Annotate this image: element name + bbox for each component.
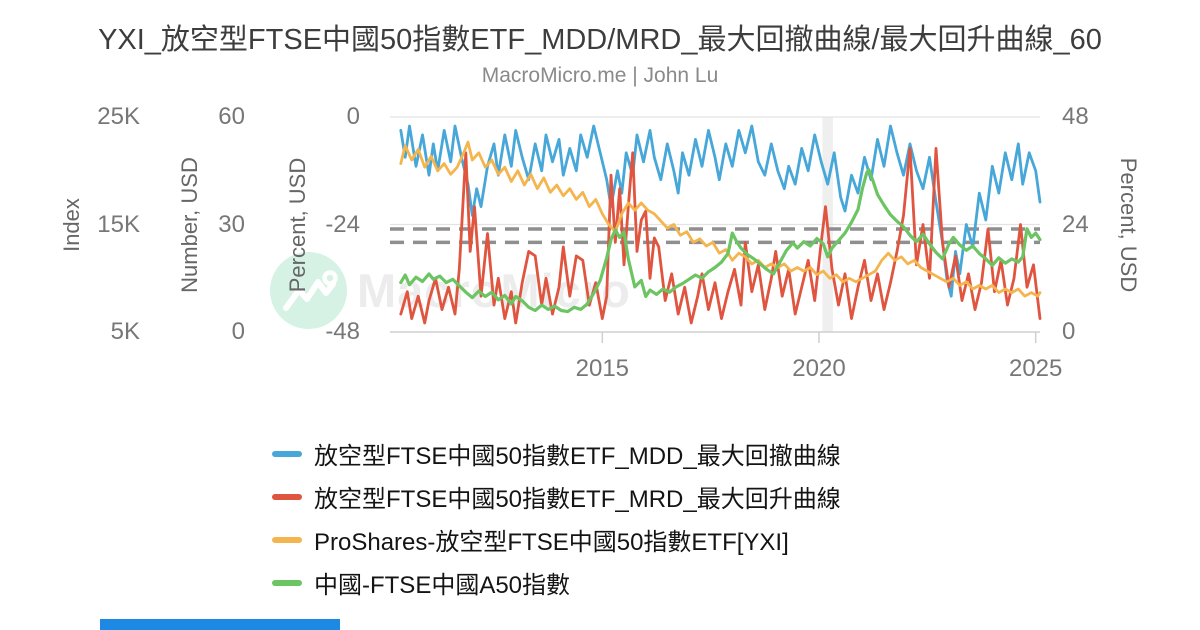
legend-item-yxi[interactable]: ProShares-放空型FTSE中國50指數ETF[YXI] [272,518,841,561]
legend-label: 放空型FTSE中國50指數ETF_MRD_最大回升曲線 [314,486,841,513]
legend-label: 放空型FTSE中國50指數ETF_MDD_最大回撤曲線 [314,443,841,470]
legend-swatch-orange [272,536,302,543]
series-line-2 [399,140,1042,298]
legend-item-mdd[interactable]: 放空型FTSE中國50指數ETF_MDD_最大回撤曲線 [272,432,841,475]
legend-swatch-green [272,579,302,586]
chart-legend: 放空型FTSE中國50指數ETF_MDD_最大回撤曲線 放空型FTSE中國50指… [272,432,841,604]
zigzag-line-chart-icon [283,270,338,311]
series-line-0 [399,124,1042,298]
legend-label: 中國-FTSE中國A50指數 [314,572,571,599]
series-line-3 [399,168,1042,314]
legend-item-a50[interactable]: 中國-FTSE中國A50指數 [272,561,841,604]
macromicro-logo-icon [270,252,347,329]
chart-subtitle: MacroMicro.me | John Lu [481,64,719,87]
x-tick-label: 2025 [1009,355,1062,382]
footer-accent-bar [100,619,340,630]
x-tick-label: 2020 [792,355,845,382]
legend-item-mrd[interactable]: 放空型FTSE中國50指數ETF_MRD_最大回升曲線 [272,475,841,518]
legend-swatch-blue [272,450,302,457]
legend-swatch-red [272,493,302,500]
legend-label: ProShares-放空型FTSE中國50指數ETF[YXI] [314,529,789,556]
x-tick-label: 2015 [576,355,629,382]
page-title: YXI_放空型FTSE中國50指數ETF_MDD/MRD_最大回撤曲線/最大回升… [98,24,1102,56]
